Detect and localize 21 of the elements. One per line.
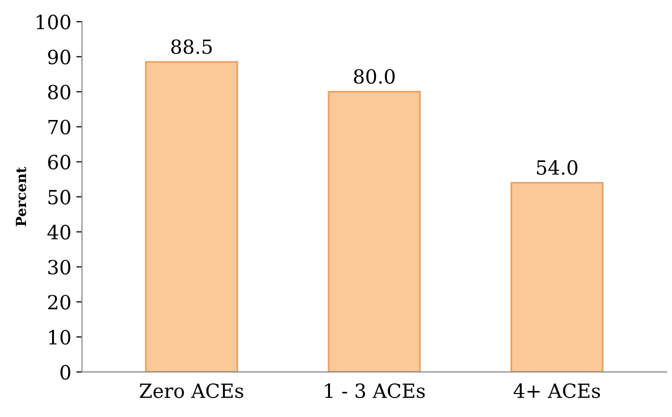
y-tick-label: 50 [48, 190, 70, 204]
data-label: 88.5 [171, 39, 212, 54]
x-tick-label: 4+ ACEs [514, 383, 600, 398]
bar [145, 61, 238, 372]
x-tick-label: Zero ACEs [140, 383, 244, 398]
y-tick-label: 10 [49, 330, 70, 345]
bar [328, 90, 421, 372]
bar [510, 182, 604, 372]
data-label: 54.0 [537, 160, 578, 175]
y-tick-label: 70 [48, 120, 70, 134]
y-tick-label: 0 [60, 364, 70, 380]
y-tick-label: 80 [48, 84, 70, 100]
x-tick-label: 1 - 3 ACEs [325, 383, 425, 398]
y-axis-title: Percent [16, 166, 26, 226]
y-tick-label: 40 [47, 224, 70, 240]
y-tick-label: 60 [48, 154, 70, 170]
y-tick-label: 90 [48, 50, 70, 64]
data-label: 80.0 [354, 69, 395, 84]
y-tick-label: 100 [36, 14, 70, 30]
y-tick-label: 20 [48, 294, 70, 310]
y-tick-label: 30 [48, 260, 70, 275]
